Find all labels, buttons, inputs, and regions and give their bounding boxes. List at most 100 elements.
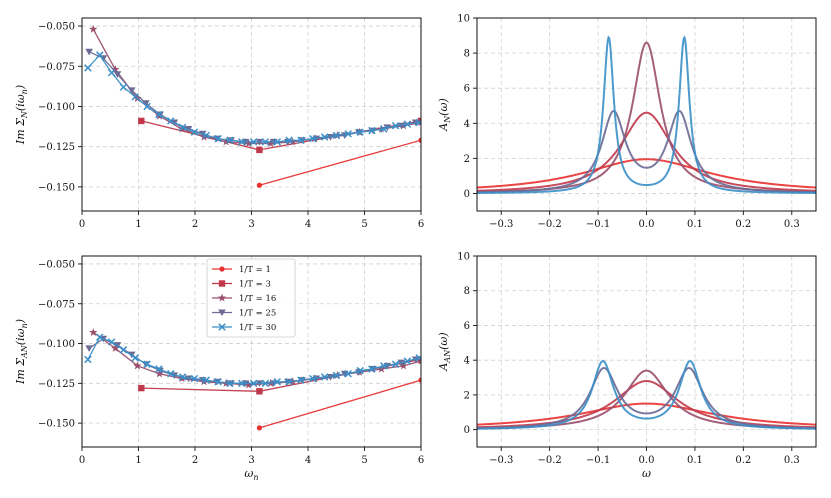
data-point-T1 <box>418 377 421 383</box>
x-tick-label: 6 <box>418 219 424 230</box>
legend-marker-T16 <box>217 293 227 302</box>
data-point-T30 <box>285 378 293 386</box>
data-point-T30 <box>332 371 341 380</box>
x-tick-label: 0 <box>79 455 85 466</box>
y-tick-label: 0 <box>464 189 470 200</box>
data-point-T30 <box>273 138 281 146</box>
y-axis-label: AN(ω) <box>437 98 452 132</box>
data-point-T30 <box>273 378 281 386</box>
data-point-T16 <box>399 361 408 370</box>
legend-marker-T30 <box>218 323 226 331</box>
data-point-T30 <box>391 360 400 368</box>
x-tick-label: −0.2 <box>537 455 561 466</box>
x-tick-label: 0.2 <box>735 219 751 230</box>
y-tick-label: 8 <box>464 286 470 297</box>
data-point-T30 <box>261 379 270 388</box>
y-axis-label: Im ΣAN(iωn) <box>14 319 29 385</box>
x-tick-label: 3 <box>248 219 254 230</box>
data-point-T3 <box>138 384 145 392</box>
legend-label-T3: 1/T = 3 <box>239 280 271 290</box>
y-tick-label: −0.125 <box>38 142 75 153</box>
axes-top_right: −0.3 −0.2 −0.1 0.0 0.1 0.2 0.3 0 2 4 6 8 10 AN(ω) <box>437 14 817 230</box>
data-point-T16 <box>155 369 164 378</box>
data-point-T30 <box>261 138 270 146</box>
y-tick-label: −0.075 <box>38 299 75 310</box>
data-point-T30 <box>178 373 187 381</box>
legend-label-T16: 1/T = 16 <box>239 294 276 304</box>
x-tick-label: 0.1 <box>687 219 703 230</box>
x-axis-label: ωn <box>244 467 258 482</box>
y-tick-label: 8 <box>464 49 470 60</box>
axes-top_left: 0 1 2 3 4 5 6 −0.150 −0.125 −0.100 −0.075 −0.050 Im … <box>14 17 424 230</box>
data-point-T30 <box>190 128 199 136</box>
x-axis-label: ω <box>642 467 651 480</box>
plot-area <box>477 360 816 430</box>
y-tick-label: −0.100 <box>38 339 75 350</box>
x-tick-label: 3 <box>248 455 254 466</box>
data-point-T1 <box>256 182 263 188</box>
data-point-T30 <box>380 362 388 370</box>
data-point-T30 <box>415 354 421 362</box>
data-point-T30 <box>391 122 400 130</box>
data-point-T30 <box>119 83 128 91</box>
data-point-T30 <box>403 120 412 128</box>
y-tick-label: −0.075 <box>38 62 75 73</box>
y-tick-label: 10 <box>457 14 470 25</box>
x-tick-label: 5 <box>361 455 367 466</box>
plot-area <box>84 328 421 431</box>
data-point-T30 <box>415 118 421 127</box>
data-point-T30 <box>356 128 364 136</box>
y-tick-label: −0.150 <box>38 419 75 430</box>
data-point-T30 <box>107 68 116 77</box>
x-tick-label: −0.1 <box>586 455 610 466</box>
data-point-T30 <box>167 370 175 378</box>
data-point-T30 <box>119 346 128 354</box>
data-point-T3 <box>417 117 421 125</box>
series-line-T1 <box>259 139 421 186</box>
y-axis-label: AAN(ω) <box>437 332 452 371</box>
data-point-T30 <box>202 131 210 140</box>
y-tick-label: 6 <box>464 84 470 95</box>
y-tick-label: −0.100 <box>38 102 75 113</box>
data-point-T30 <box>214 134 222 143</box>
data-point-T30 <box>155 365 163 373</box>
data-point-T16 <box>244 380 253 389</box>
data-point-T30 <box>368 365 376 373</box>
x-tick-label: 0.0 <box>639 219 655 230</box>
y-tick-label: 6 <box>464 321 470 332</box>
data-point-T30 <box>297 376 305 384</box>
data-point-T30 <box>143 102 151 111</box>
legend-marker-T1 <box>219 266 225 272</box>
data-point-T25 <box>85 345 93 352</box>
data-point-T30 <box>107 338 116 346</box>
data-point-T30 <box>403 357 412 365</box>
legend-label-T25: 1/T = 25 <box>239 309 276 319</box>
series-line-T25 <box>88 51 416 143</box>
data-point-T30 <box>368 126 376 135</box>
series-line-T16 <box>92 28 421 145</box>
y-tick-label: 0 <box>464 425 470 436</box>
x-tick-label: 4 <box>305 219 311 230</box>
series-line-T16 <box>92 331 421 386</box>
x-tick-label: −0.2 <box>537 219 561 230</box>
data-point-T30 <box>178 123 187 132</box>
x-tick-label: 5 <box>361 219 367 230</box>
y-tick-label: 2 <box>464 154 470 165</box>
series-line-T1 <box>259 379 421 429</box>
data-point-T30 <box>249 379 258 388</box>
data-point-T3 <box>417 356 421 363</box>
data-point-T16 <box>266 139 275 148</box>
y-axis-label: Im ΣN(iωn) <box>14 85 29 145</box>
data-point-T16 <box>221 137 231 146</box>
data-point-T30 <box>190 374 199 383</box>
x-tick-label: 1 <box>135 455 141 466</box>
data-point-T30 <box>96 51 104 59</box>
series-line-T30 <box>477 360 816 430</box>
x-tick-label: 2 <box>192 455 198 466</box>
plot-area <box>84 24 421 188</box>
legend-label-T30: 1/T = 30 <box>239 323 276 333</box>
data-point-T3 <box>256 146 263 154</box>
data-point-T30 <box>143 360 151 368</box>
data-point-T30 <box>320 373 329 381</box>
x-tick-label: 0 <box>79 219 85 230</box>
